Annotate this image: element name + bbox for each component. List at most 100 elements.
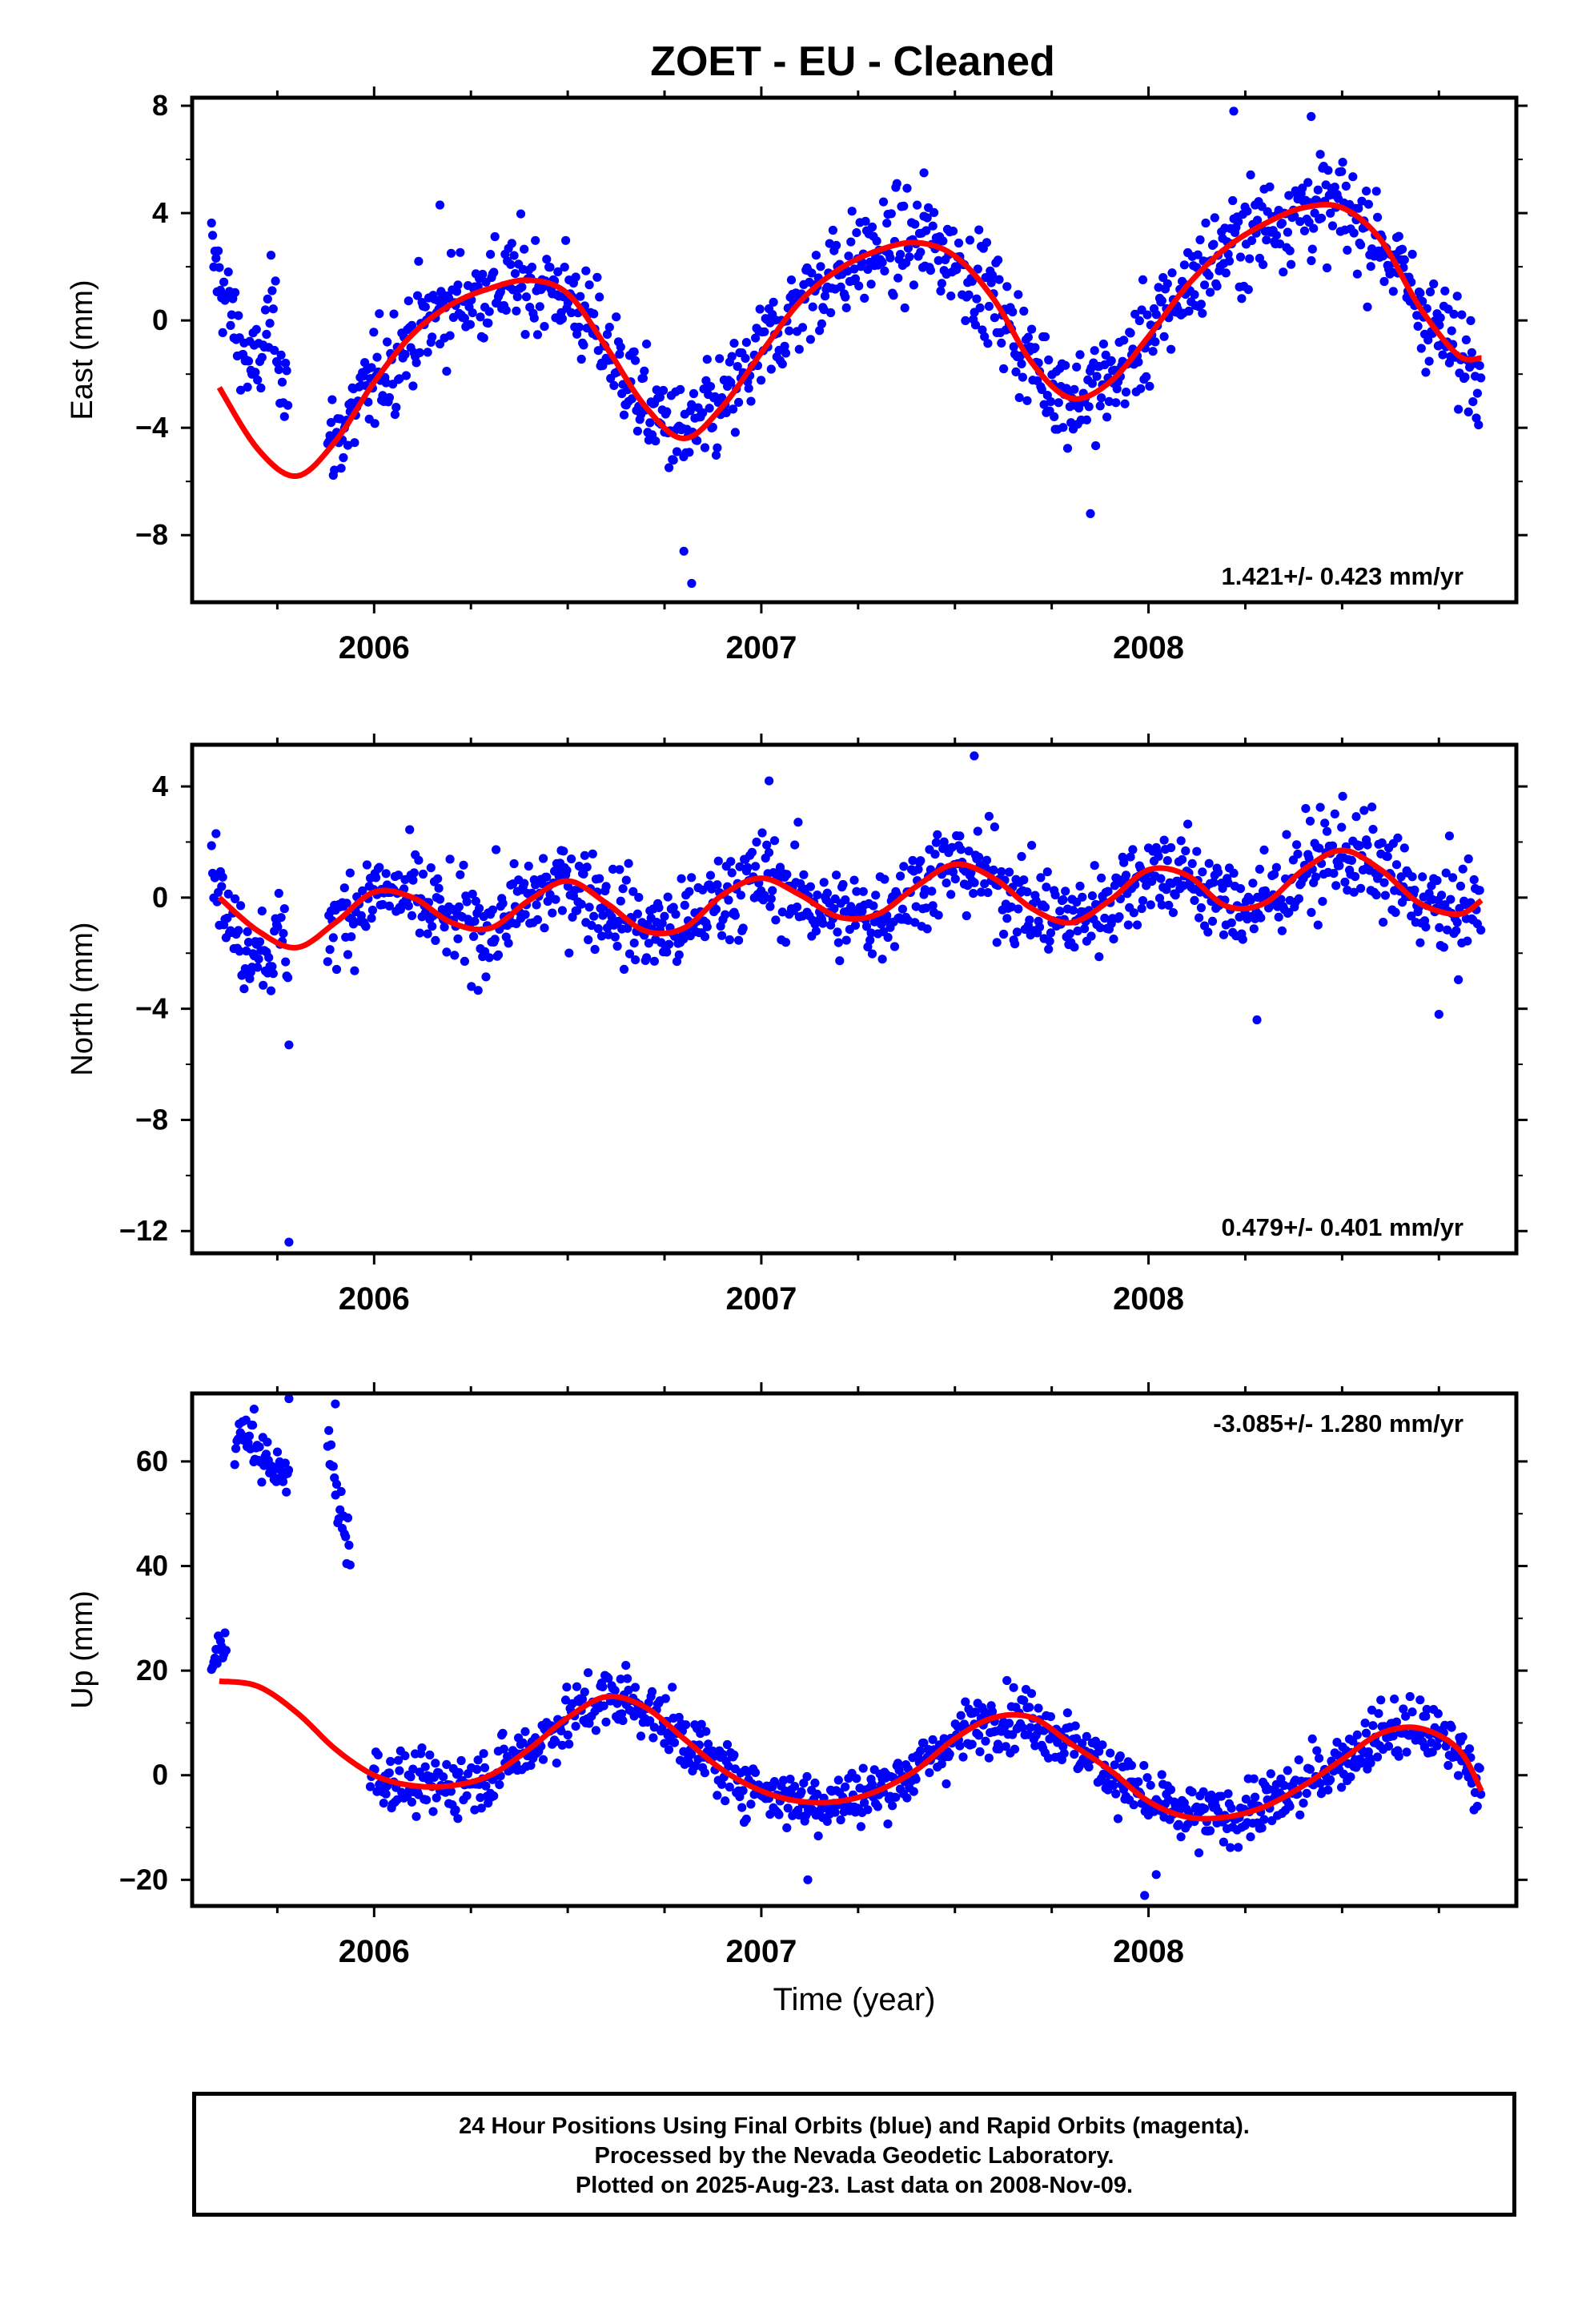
data-point xyxy=(931,838,941,847)
data-point xyxy=(540,322,549,332)
data-point xyxy=(551,895,560,904)
data-point xyxy=(964,846,974,856)
east-points xyxy=(207,107,1486,589)
data-point xyxy=(997,338,1006,348)
data-point xyxy=(1162,885,1171,895)
data-point xyxy=(582,862,592,872)
data-point xyxy=(1358,1757,1367,1767)
data-point xyxy=(821,292,830,301)
data-point xyxy=(445,331,455,340)
data-point xyxy=(863,264,873,274)
data-point xyxy=(1475,361,1484,371)
data-point xyxy=(599,1701,608,1711)
data-point xyxy=(1341,181,1351,191)
data-point xyxy=(896,250,905,259)
data-point xyxy=(785,326,794,336)
data-point xyxy=(844,251,853,261)
data-point xyxy=(934,911,943,920)
data-point xyxy=(552,1759,561,1768)
data-point xyxy=(921,903,931,913)
data-point xyxy=(717,931,727,940)
data-point xyxy=(548,908,557,918)
data-point xyxy=(936,286,946,296)
data-point xyxy=(962,911,971,921)
data-point xyxy=(1126,1760,1136,1771)
data-point xyxy=(1142,372,1151,381)
data-point xyxy=(746,1799,756,1809)
data-point xyxy=(1274,912,1283,922)
data-point xyxy=(468,308,477,318)
data-point xyxy=(281,358,291,368)
data-point xyxy=(948,867,958,877)
data-point xyxy=(1476,373,1486,383)
data-point xyxy=(344,1540,354,1550)
data-point xyxy=(281,957,291,967)
data-point xyxy=(508,285,518,295)
data-point xyxy=(681,1720,691,1730)
data-point xyxy=(974,225,984,235)
data-point xyxy=(1466,316,1476,325)
data-point xyxy=(704,1739,713,1749)
data-point xyxy=(952,265,962,275)
up-points xyxy=(207,1393,1486,1900)
data-point xyxy=(1243,285,1253,295)
data-point xyxy=(404,296,413,306)
data-point xyxy=(717,393,727,403)
data-point xyxy=(1246,1832,1255,1842)
data-point xyxy=(888,1801,897,1811)
data-point xyxy=(471,896,481,906)
data-point xyxy=(598,911,608,920)
data-point xyxy=(1019,306,1029,316)
data-point xyxy=(751,333,761,343)
data-point xyxy=(659,385,669,396)
data-point xyxy=(925,1768,934,1778)
data-point xyxy=(1377,838,1387,848)
data-point xyxy=(1245,254,1255,263)
data-point xyxy=(1265,182,1275,191)
data-point xyxy=(407,911,417,920)
data-point xyxy=(1339,1769,1348,1779)
data-point xyxy=(489,1791,499,1801)
data-point xyxy=(1229,107,1239,116)
data-point xyxy=(428,922,437,931)
data-point xyxy=(526,1760,536,1770)
data-point xyxy=(1019,875,1029,885)
data-point xyxy=(273,922,283,931)
data-point xyxy=(1467,348,1476,357)
data-point xyxy=(1338,158,1347,167)
data-point xyxy=(276,350,286,360)
data-point xyxy=(1363,840,1372,850)
data-point xyxy=(975,303,985,312)
data-point xyxy=(988,271,998,280)
data-point xyxy=(1376,1695,1386,1705)
data-point xyxy=(1200,280,1210,290)
data-point xyxy=(1437,891,1447,900)
data-point xyxy=(700,1768,710,1778)
data-point xyxy=(803,1875,813,1884)
data-point xyxy=(498,899,508,908)
data-point xyxy=(794,1810,804,1820)
data-point xyxy=(210,873,219,883)
data-point xyxy=(1255,864,1264,874)
data-point xyxy=(733,362,742,372)
data-point xyxy=(1349,228,1359,238)
data-point xyxy=(1109,1780,1118,1791)
data-point xyxy=(598,1682,608,1691)
data-point xyxy=(705,870,716,880)
data-point xyxy=(1151,310,1161,320)
data-point xyxy=(572,1682,582,1691)
data-point xyxy=(621,875,631,885)
data-point xyxy=(970,320,981,330)
data-point xyxy=(557,906,568,915)
data-point xyxy=(584,1668,593,1678)
data-point xyxy=(945,1749,954,1759)
data-point xyxy=(769,836,780,846)
data-point xyxy=(527,263,537,272)
data-point xyxy=(1176,836,1186,846)
data-point xyxy=(1199,1804,1210,1814)
data-point xyxy=(1279,267,1288,277)
data-point xyxy=(1247,235,1257,245)
data-point xyxy=(1329,869,1339,879)
data-point xyxy=(445,854,455,864)
data-point xyxy=(1168,908,1178,918)
